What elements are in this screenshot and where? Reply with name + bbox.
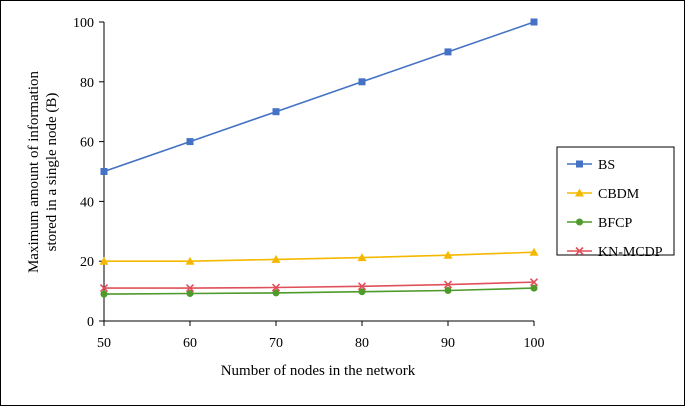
legend-label-bs: BS — [598, 158, 615, 173]
data-point-bs — [444, 48, 452, 56]
data-point-kn-mcdp — [99, 284, 109, 293]
legend-marker-bfcp — [576, 218, 583, 226]
data-point-bfcp — [100, 290, 108, 298]
data-point-bs — [100, 168, 108, 175]
data-point-bfcp — [186, 289, 194, 297]
data-point-cbdm — [529, 247, 539, 256]
data-point-bfcp — [444, 287, 452, 295]
data-point-kn-mcdp-stroke — [185, 284, 195, 293]
series-cbdm — [99, 247, 539, 265]
data-point-cbdm — [99, 256, 109, 265]
data-point-kn-mcdp-stroke — [443, 280, 453, 289]
data-point-kn-mcdp — [443, 280, 453, 289]
legend-label-cbdm: CBDM — [598, 187, 640, 202]
x-tick-label: 60 — [183, 336, 197, 351]
axes — [99, 21, 535, 326]
y-axis-title-line-2: stored in a single node (B) — [44, 93, 60, 252]
data-point-cbdm — [357, 253, 367, 262]
data-point-kn-mcdp-stroke — [357, 282, 367, 291]
x-tick-label: 70 — [269, 336, 283, 351]
data-point-kn-mcdp — [357, 282, 367, 291]
series-bs — [100, 18, 538, 175]
data-point-kn-mcdp-stroke — [99, 284, 109, 293]
legend-marker-cbdm — [575, 188, 584, 197]
legend-marker-kn-mcdp — [575, 246, 584, 256]
y-tick-label: 100 — [73, 16, 94, 31]
data-point-kn-mcdp-stroke — [271, 283, 281, 292]
data-point-bfcp — [272, 289, 280, 297]
y-tick-label: 20 — [80, 255, 94, 270]
y-tick-label: 40 — [80, 195, 94, 210]
x-tick-label: 90 — [441, 336, 455, 351]
series-bfcp — [100, 284, 538, 298]
series-kn-mcdp — [99, 278, 539, 293]
legend-marker-kn-mcdp-stroke — [575, 246, 584, 256]
data-point-cbdm — [443, 250, 453, 259]
data-point-bs — [530, 18, 538, 26]
x-tick-label: 100 — [524, 336, 545, 351]
data-point-kn-mcdp — [185, 284, 195, 293]
plot-area — [99, 18, 539, 298]
data-point-bs — [186, 138, 194, 146]
data-point-bfcp — [358, 288, 366, 296]
y-tick-label: 60 — [80, 136, 94, 151]
data-point-kn-mcdp — [271, 283, 281, 292]
data-point-bfcp — [530, 284, 538, 292]
data-point-cbdm — [271, 254, 281, 263]
x-axis-title: Number of nodes in the network — [221, 363, 416, 379]
legend-marker-bs — [576, 160, 583, 168]
y-tick-label: 80 — [80, 76, 94, 91]
data-point-bs — [272, 108, 280, 116]
series-line-kn-mcdp — [104, 281, 535, 289]
legend-label-bfcp: BFCP — [598, 216, 632, 231]
data-point-kn-mcdp-stroke — [529, 278, 539, 287]
legend-label-kn-mcdp: KN-MCDP — [598, 245, 663, 260]
x-tick-label: 80 — [355, 336, 369, 351]
tick-labels: 0 20 40 60 80 100 50 60 70 80 90 100 — [73, 16, 545, 351]
series-line-bs — [103, 21, 535, 173]
series-line-cbdm — [104, 251, 535, 263]
y-axis-title-line-1: Maximum amount of information — [26, 70, 42, 273]
x-tick-label: 50 — [97, 336, 111, 351]
y-tick-label: 0 — [87, 315, 94, 330]
legend: BS CBDM BFCP KN-MCDP — [556, 146, 675, 260]
data-point-cbdm — [185, 256, 195, 265]
data-point-kn-mcdp — [529, 278, 539, 287]
series-line-bfcp — [103, 287, 535, 295]
data-point-bs — [358, 78, 366, 86]
